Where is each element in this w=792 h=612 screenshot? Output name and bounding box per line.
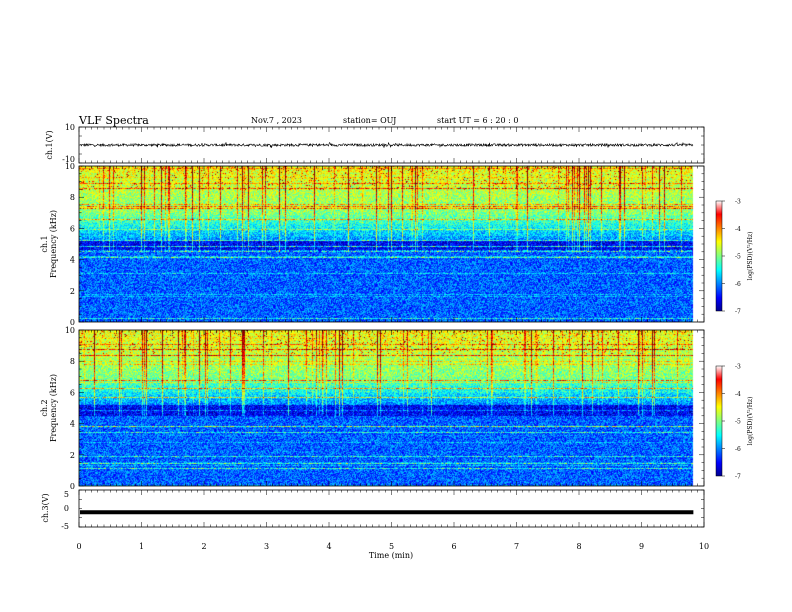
x-tick-label: 10: [699, 542, 709, 551]
colorbar-tick-label: -4: [735, 391, 741, 398]
colorbar-tick-label: -3: [735, 199, 741, 206]
x-tick-label: 3: [264, 542, 269, 551]
ch1-ytick-top: 10: [65, 123, 75, 132]
x-tick-labels: 0 1 2 3 4 5 6 7 8 9 10: [76, 542, 709, 551]
ch2-spectrogram-ticks: [78, 329, 705, 487]
ch2-spectrogram-panel: 0 2 4 6 8 10 ch.2 Frequency (kHz): [40, 326, 705, 491]
ch2-spectrogram-ylabel-frequency: Frequency (kHz): [49, 374, 58, 442]
ch3-waveform-frame: [78, 489, 705, 528]
y-tick-label: 0: [70, 318, 75, 327]
ch1-colorbar: -3 -4 -5 -6 -7 log(PSD)(V²/Hz): [715, 199, 754, 316]
ch2-colorbar-label: log(PSD)(V²/Hz): [747, 397, 754, 446]
y-tick-label: 4: [70, 256, 75, 265]
colorbar-tick-label: -7: [735, 309, 741, 316]
ch1-spectrogram-ticks: [78, 165, 705, 323]
x-tick-label: 2: [201, 542, 206, 551]
colorbar-tick-label: -6: [735, 446, 741, 453]
colorbar-tick-label: -6: [735, 281, 741, 288]
ch1-colorbar-gradient: [715, 200, 723, 312]
colorbar-tick-label: -4: [735, 226, 741, 233]
ch3-waveform-panel: 5 0 -5 ch.3(V): [41, 489, 705, 531]
ch1-spectrogram-ytick-labels: 0 2 4 6 8 10: [65, 162, 75, 327]
ch3-ytick-5: 5: [64, 490, 69, 499]
y-tick-label: 8: [70, 193, 75, 202]
ch3-waveform-ticks: [78, 489, 705, 528]
ch1-ytick-bottom: -10: [62, 155, 75, 164]
y-tick-label: 4: [70, 420, 75, 429]
ch3-ytick-0: 0: [64, 504, 69, 513]
ch1-spectrogram-ylabel-frequency: Frequency (kHz): [49, 210, 58, 278]
ch2-colorbar-ticks: -3 -4 -5 -6 -7: [722, 364, 741, 481]
x-tick-label: 6: [451, 542, 456, 551]
y-tick-label: 10: [65, 162, 75, 171]
x-tick-label: 4: [326, 542, 331, 551]
y-tick-label: 10: [65, 326, 75, 335]
colorbar-tick-label: -7: [735, 474, 741, 481]
ch2-colorbar: -3 -4 -5 -6 -7 log(PSD)(V²/Hz): [715, 364, 754, 481]
x-tick-label: 0: [76, 542, 81, 551]
x-axis-label: Time (min): [369, 551, 413, 560]
y-tick-label: 0: [70, 482, 75, 491]
y-tick-label: 8: [70, 357, 75, 366]
ch2-colorbar-gradient: [715, 365, 723, 477]
x-tick-label: 1: [139, 542, 144, 551]
ch2-spectrogram-ylabel-channel: ch.2: [40, 399, 49, 416]
ch3-ytick-neg5: -5: [61, 522, 69, 531]
ch1-spectrogram-ylabel-channel: ch.1: [40, 235, 49, 252]
colorbar-tick-label: -5: [735, 419, 741, 426]
ch2-spectrogram-ytick-labels: 0 2 4 6 8 10: [65, 326, 75, 491]
ch1-spectrogram-image: [79, 166, 704, 322]
y-tick-label: 6: [70, 224, 75, 233]
ch1-colorbar-ticks: -3 -4 -5 -6 -7: [722, 199, 741, 316]
ch3-waveform-ylabel: ch.3(V): [41, 493, 50, 522]
figure-title: VLF Spectra: [78, 114, 149, 127]
ch1-waveform-ticks: [78, 126, 705, 164]
x-tick-label: 5: [389, 542, 394, 551]
x-tick-label: 9: [639, 542, 644, 551]
date-label: Nov.7 , 2023: [251, 116, 302, 125]
station-label: station= OUJ: [343, 116, 396, 125]
y-tick-label: 2: [70, 287, 75, 296]
y-tick-label: 6: [70, 388, 75, 397]
colorbar-tick-label: -3: [735, 364, 741, 371]
start-time-label: start UT = 6 : 20 : 0: [437, 116, 518, 125]
ch2-spectrogram-image: [79, 330, 704, 486]
ch1-colorbar-label: log(PSD)(V²/Hz): [747, 232, 754, 281]
ch1-waveform-panel: 10 -10 ch.1(V): [45, 123, 705, 164]
x-tick-label: 7: [514, 542, 519, 551]
y-tick-label: 2: [70, 451, 75, 460]
x-tick-label: 8: [576, 542, 581, 551]
ch1-waveform-ylabel: ch.1(V): [45, 130, 54, 159]
ch1-waveform-trace: [79, 141, 694, 148]
ch1-spectrogram-panel: 0 2 4 6 8 10 ch.1 Frequency (kHz): [40, 162, 705, 327]
colorbar-tick-label: -5: [735, 254, 741, 261]
